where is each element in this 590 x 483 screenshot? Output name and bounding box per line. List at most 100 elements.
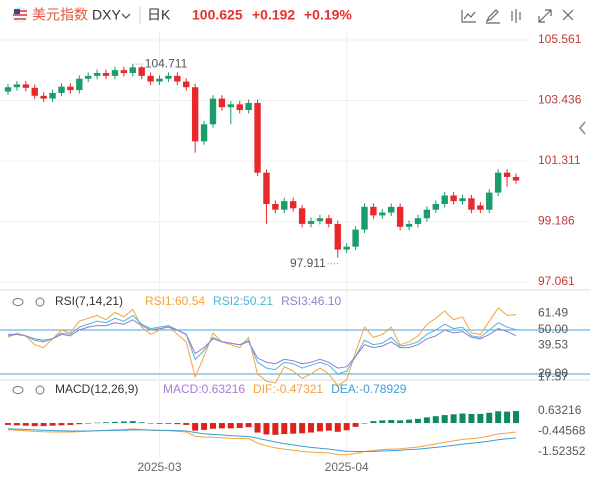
macd-bar	[174, 423, 181, 425]
candle-body	[58, 86, 65, 93]
candle-body	[156, 78, 163, 82]
y-tick-label: 103.436	[538, 93, 582, 107]
x-tick-label: 2025-04	[325, 460, 369, 474]
macd-bar	[459, 413, 466, 424]
macd-bar	[5, 423, 11, 425]
macd-title: MACD(12,26,9)	[55, 382, 138, 396]
macd-bar	[94, 422, 101, 424]
macd-bar	[370, 421, 377, 424]
candle-body	[102, 73, 110, 76]
macd-bar	[343, 423, 350, 431]
candle-body	[40, 95, 47, 99]
macd-bar	[120, 421, 127, 424]
macd-bar	[406, 419, 413, 424]
y-tick-label: 39.53	[538, 338, 568, 352]
legend-entry: RSI1:60.54	[145, 294, 205, 308]
candle-body	[441, 195, 448, 204]
candle-body	[396, 206, 404, 227]
macd-bar	[388, 420, 395, 424]
macd-bar	[183, 423, 190, 425]
candle-body	[494, 172, 502, 193]
candle-body	[13, 84, 21, 88]
indicator-icon[interactable]	[461, 10, 476, 23]
candle-body	[200, 124, 208, 142]
candle-body	[31, 87, 38, 96]
macd-bar	[245, 423, 252, 428]
macd-bar	[22, 423, 29, 426]
legend-entry: RSI2:50.21	[213, 294, 273, 308]
x-tick-label: 2025-03	[137, 460, 181, 474]
candle-body	[343, 246, 350, 250]
annotation: 104.711	[145, 56, 188, 70]
macd-bar	[423, 417, 430, 424]
draw-icon[interactable]	[485, 9, 500, 24]
macd-bar	[352, 423, 359, 427]
macd-bar	[103, 422, 110, 424]
candle-body	[459, 198, 466, 202]
instrument-name[interactable]: 美元指数	[32, 7, 88, 23]
macd-bar	[31, 423, 38, 427]
change: +0.192	[252, 7, 295, 23]
macd-bar	[334, 423, 341, 432]
macd-bar	[263, 423, 270, 435]
rsi-line	[8, 319, 517, 369]
candle-body	[147, 75, 154, 82]
collapse-arrow[interactable]	[579, 121, 586, 135]
eye-icon[interactable]	[12, 386, 24, 394]
dropdown-icon[interactable]	[121, 13, 131, 19]
macd-bar	[129, 421, 136, 424]
y-tick-label: -1.52352	[538, 444, 586, 458]
rsi-tools	[12, 297, 45, 395]
candle-body	[22, 84, 30, 88]
macd-bar	[49, 423, 56, 426]
macd-line	[7, 428, 517, 456]
close-icon[interactable]	[562, 9, 574, 21]
candle-body	[49, 92, 56, 99]
symbol[interactable]: DXY	[92, 7, 121, 23]
macd-bar	[111, 421, 118, 424]
macd-bar	[325, 423, 332, 431]
candle-body	[325, 218, 333, 224]
y-tick-label: 105.561	[538, 32, 582, 46]
settings-icon[interactable]	[35, 385, 45, 395]
settings-icon[interactable]	[35, 297, 45, 307]
period[interactable]: 日K	[147, 7, 171, 23]
macd-bar	[316, 423, 323, 432]
fullscreen-icon[interactable]	[538, 9, 552, 23]
candle-body	[245, 102, 252, 111]
rsi-line	[7, 314, 517, 375]
change-pct: +0.19%	[304, 7, 352, 23]
macd-bar	[156, 423, 163, 424]
candle-body	[307, 221, 315, 224]
candle-body	[316, 218, 324, 222]
legend-entry: RSI3:46.10	[281, 294, 341, 308]
candle-body	[298, 208, 306, 224]
y-tick-label: 101.311	[538, 153, 581, 167]
candle-body	[254, 102, 261, 173]
macd-bar	[254, 423, 261, 433]
eye-icon[interactable]	[12, 298, 24, 306]
y-tick-label: 97.061	[538, 274, 575, 288]
y-tick-label: 50.00	[538, 322, 568, 336]
macd-bar	[468, 413, 475, 424]
macd-bar	[441, 415, 448, 424]
candle-body	[191, 87, 199, 142]
macd-bar	[40, 423, 47, 427]
candle-body	[486, 192, 493, 210]
macd-bar	[58, 423, 65, 426]
candle-body	[129, 67, 136, 74]
candle-body	[111, 70, 119, 76]
header: 美元指数 DXY 日K 100.625 +0.192 +0.19%	[12, 7, 574, 24]
candle-body	[432, 204, 439, 210]
candle-body	[227, 104, 235, 108]
macd-bar	[165, 423, 172, 424]
macd-bar	[85, 423, 92, 424]
candle-body	[512, 176, 520, 181]
macd-bar	[513, 411, 519, 424]
macd-bar	[281, 423, 288, 435]
y-tick-label: 0.63216	[538, 403, 582, 417]
candle-body	[414, 218, 422, 224]
candle-icon[interactable]	[511, 9, 521, 23]
